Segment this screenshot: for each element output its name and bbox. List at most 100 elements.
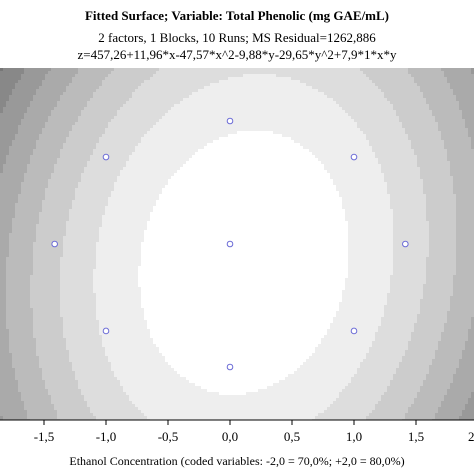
contour-cell (255, 158, 259, 162)
contour-cell (135, 71, 139, 75)
contour-cell (60, 137, 64, 141)
contour-cell (291, 143, 295, 147)
contour-cell (459, 137, 463, 141)
contour-cell (126, 80, 130, 84)
contour-cell (3, 74, 7, 78)
contour-cell (237, 104, 241, 108)
contour-cell (390, 92, 394, 96)
contour-cell (30, 80, 34, 84)
contour-cell (6, 83, 10, 87)
contour-cell (309, 74, 313, 78)
contour-cell (336, 152, 340, 156)
contour-cell (357, 134, 361, 138)
chart-title: Fitted Surface; Variable: Total Phenolic… (84, 8, 390, 23)
contour-cell (354, 149, 358, 153)
contour-cell (111, 71, 115, 75)
contour-cell (294, 80, 298, 84)
contour-cell (423, 113, 427, 117)
contour-cell (36, 74, 40, 78)
contour-cell (249, 86, 253, 90)
contour-cell (267, 161, 271, 165)
contour-cell (75, 68, 79, 72)
contour-cell (168, 89, 172, 93)
contour-cell (18, 137, 22, 141)
contour-cell (324, 137, 328, 141)
contour-cell (213, 125, 217, 129)
contour-cell (291, 119, 295, 123)
contour-cell (447, 140, 451, 144)
contour-cell (111, 140, 115, 144)
contour-cell (282, 68, 286, 72)
contour-cell (6, 92, 10, 96)
contour-cell (9, 98, 13, 102)
contour-cell (144, 89, 148, 93)
contour-cell (66, 92, 70, 96)
contour-cell (369, 143, 373, 147)
contour-cell (3, 89, 7, 93)
contour-cell (384, 155, 388, 159)
contour-cell (468, 86, 472, 90)
contour-cell (117, 161, 121, 165)
contour-cell (84, 92, 88, 96)
contour-cell (165, 128, 169, 132)
contour-cell (156, 149, 160, 153)
contour-cell (411, 92, 415, 96)
contour-cell (300, 89, 304, 93)
contour-cell (186, 140, 190, 144)
contour-cell (228, 77, 232, 81)
contour-cell (3, 134, 7, 138)
contour-cell (276, 80, 280, 84)
contour-cell (372, 116, 376, 120)
contour-cell (60, 128, 64, 132)
contour-cell (189, 134, 193, 138)
contour-cell (264, 110, 268, 114)
contour-cell (228, 131, 232, 135)
contour-cell (450, 137, 454, 141)
contour-cell (441, 95, 445, 99)
contour-cell (246, 122, 250, 126)
contour-cell (225, 80, 229, 84)
contour-cell (96, 98, 100, 102)
contour-cell (3, 77, 7, 81)
contour-cell (288, 146, 292, 150)
contour-cell (177, 80, 181, 84)
contour-cell (174, 86, 178, 90)
contour-cell (180, 107, 184, 111)
contour-cell (120, 119, 124, 123)
contour-cell (321, 122, 325, 126)
contour-cell (354, 137, 358, 141)
contour-cell (186, 92, 190, 96)
contour-cell (375, 80, 379, 84)
contour-cell (45, 158, 49, 162)
contour-cell (6, 68, 10, 72)
contour-cell (414, 74, 418, 78)
contour-cell (348, 89, 352, 93)
contour-cell (204, 140, 208, 144)
contour-cell (429, 131, 433, 135)
contour-cell (135, 68, 139, 72)
contour-cell (303, 92, 307, 96)
contour-cell (408, 74, 412, 78)
contour-cell (465, 89, 469, 93)
contour-cell (156, 119, 160, 123)
contour-cell (342, 149, 346, 153)
contour-cell (282, 98, 286, 102)
contour-cell (180, 155, 184, 159)
contour-cell (345, 98, 349, 102)
contour-cell (147, 110, 151, 114)
contour-cell (81, 83, 85, 87)
contour-cell (45, 161, 49, 165)
contour-cell (426, 158, 430, 162)
contour-cell (204, 125, 208, 129)
contour-cell (132, 128, 136, 132)
contour-cell (318, 95, 322, 99)
contour-cell (312, 131, 316, 135)
contour-cell (99, 89, 103, 93)
contour-cell (456, 158, 460, 162)
contour-cell (420, 131, 424, 135)
contour-cell (117, 107, 121, 111)
contour-cell (45, 155, 49, 159)
contour-cell (363, 98, 367, 102)
contour-cell (96, 128, 100, 132)
